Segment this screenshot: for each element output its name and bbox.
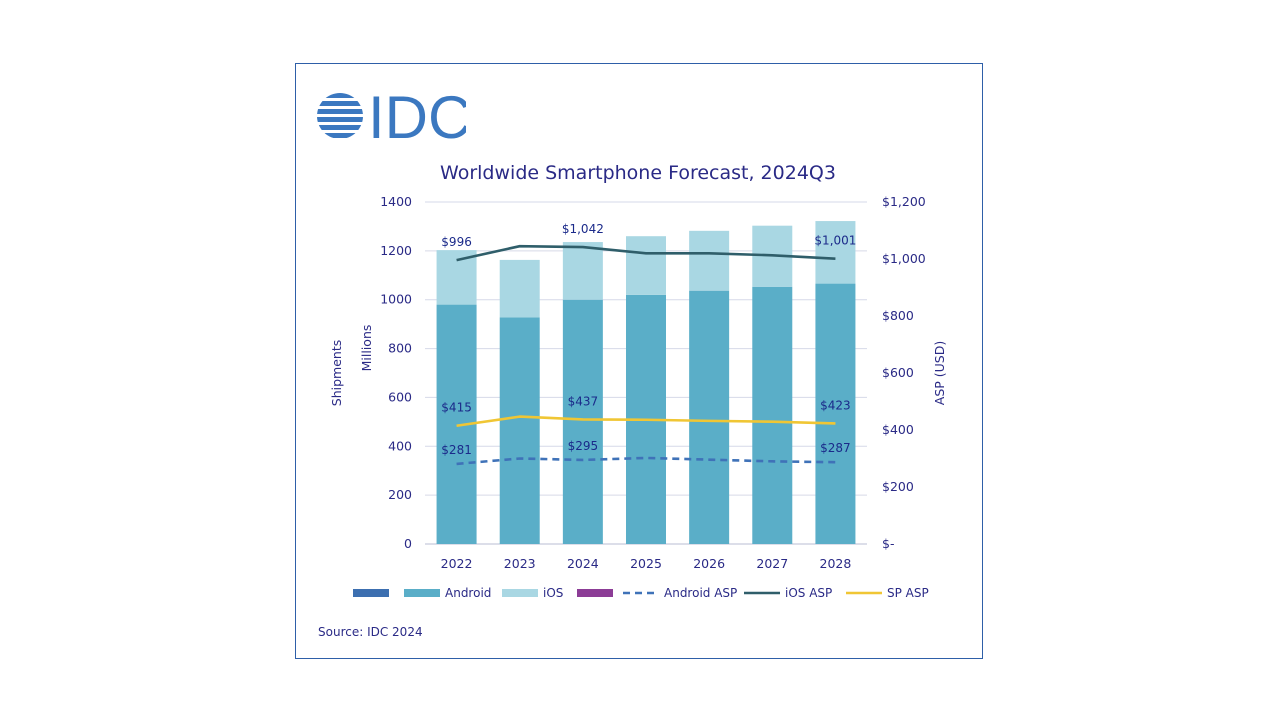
data-label-sp-asp: $415 [441,401,472,415]
data-label-ios-asp: $1,042 [562,222,604,236]
y-left-tick: 1200 [380,243,412,258]
data-label-android-asp: $281 [441,443,472,457]
bar-ios [499,259,540,318]
globe-icon [317,93,363,138]
x-axis: 2022 2023 2024 2025 2026 2027 2028 [441,556,852,571]
legend-item: iOS ASP [744,586,832,600]
bar-android [752,286,793,544]
x-tick: 2028 [820,556,852,571]
bar-ios [689,230,730,291]
x-tick: 2027 [756,556,788,571]
x-tick: 2024 [567,556,599,571]
bar-android [499,317,540,544]
y-left-tick: 0 [404,536,412,551]
legend: Android iOS Android ASP iOS ASP SP ASP [353,586,929,600]
x-tick: 2026 [693,556,725,571]
bar-ios [562,242,603,300]
bar-android [562,299,603,544]
data-label-android-asp: $287 [820,441,851,455]
legend-label: Android ASP [664,586,737,600]
line-android-asp [456,456,836,466]
data-label-ios-asp: $996 [441,235,472,249]
x-tick: 2023 [504,556,536,571]
y-left-tick: 800 [388,341,412,356]
data-labels: $996 $1,042 $1,001 $415 $437 $423 $281 $295 $287 [441,222,856,457]
idc-logo: IDC [317,88,466,144]
legend-item: Android [404,586,491,600]
legend-swatch [577,589,613,597]
data-label-ios-asp: $1,001 [814,234,856,248]
legend-label: Android [445,586,491,600]
legend-label: iOS ASP [785,586,832,600]
line-ios-asp [456,244,836,262]
legend-item: SP ASP [846,586,929,600]
y-left-tick: 400 [388,438,412,453]
y-left-tick: 600 [388,389,412,404]
legend-label: iOS [543,586,563,600]
legend-label: SP ASP [887,586,929,600]
legend-item [353,589,389,597]
bar-android [689,290,730,544]
data-label-sp-asp: $423 [820,398,851,412]
logo-text: IDC [368,88,466,144]
y-left-tick: 200 [388,487,412,502]
data-label-android-asp: $295 [568,439,599,453]
bar-ios [815,221,856,284]
y-right-tick: $1,200 [882,194,926,209]
y-left-sublabel: Millions [359,325,374,372]
legend-swatch [404,589,440,597]
y-right-tick: $600 [882,365,914,380]
legend-swatch [353,589,389,597]
bar-android [815,283,856,544]
chart-title: Worldwide Smartphone Forecast, 2024Q3 [440,162,836,184]
y-left-label: Shipments [329,340,344,406]
lines [456,244,836,466]
y-left-tick: 1400 [380,194,412,209]
x-tick: 2022 [441,556,473,571]
y-right-tick: $800 [882,308,914,323]
source-note: Source: IDC 2024 [318,625,423,639]
legend-item [577,589,613,597]
y-left-tick: 1000 [380,292,412,307]
bar-ios [626,236,666,295]
y-axis-right: $- $200 $400 $600 $800 $1,000 $1,200 [882,194,926,551]
y-right-tick: $200 [882,479,914,494]
data-label-sp-asp: $437 [568,394,599,408]
y-right-tick: $400 [882,422,914,437]
y-right-label: ASP (USD) [932,341,947,405]
legend-swatch [502,589,538,597]
y-axis-left: 0 200 400 600 800 1000 1200 1400 [380,194,412,551]
x-tick: 2025 [630,556,662,571]
legend-item: iOS [502,586,563,600]
line-sp-asp [456,415,836,428]
legend-item: Android ASP [623,586,737,600]
y-right-tick: $- [882,536,894,551]
y-right-tick: $1,000 [882,251,926,266]
